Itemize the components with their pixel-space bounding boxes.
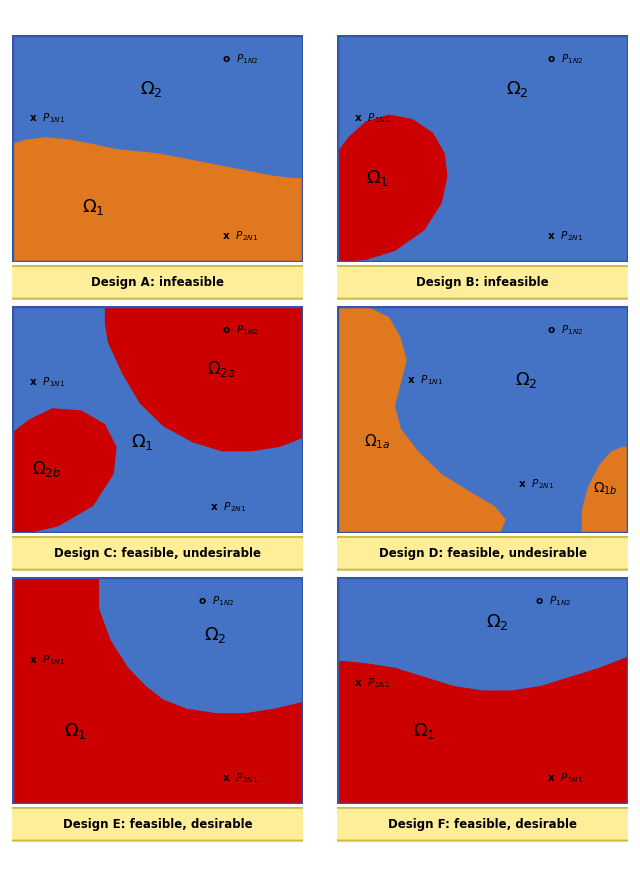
Text: x  $P_{2N1}$: x $P_{2N1}$: [518, 478, 554, 491]
Text: o  $P_{1N2}$: o $P_{1N2}$: [221, 52, 258, 66]
Text: x  $P_{2N1}$: x $P_{2N1}$: [221, 772, 258, 785]
Text: Design E: feasible, desirable: Design E: feasible, desirable: [63, 818, 252, 830]
FancyBboxPatch shape: [8, 808, 307, 841]
Text: x  $P_{1N1}$: x $P_{1N1}$: [354, 111, 390, 125]
Text: x  $P_{1N1}$: x $P_{1N1}$: [29, 111, 65, 125]
FancyBboxPatch shape: [333, 808, 632, 841]
FancyBboxPatch shape: [333, 537, 632, 570]
Text: x  $P_{1N1}$: x $P_{1N1}$: [29, 376, 65, 389]
Text: $\Omega_{2b}$: $\Omega_{2b}$: [32, 459, 61, 479]
Polygon shape: [337, 306, 506, 533]
Text: o  $P_{1N2}$: o $P_{1N2}$: [221, 323, 258, 337]
Text: x  $P_{1N1}$: x $P_{1N1}$: [354, 676, 390, 690]
Text: $\Omega_1$: $\Omega_1$: [65, 721, 87, 741]
Polygon shape: [99, 577, 303, 713]
Text: Design B: infeasible: Design B: infeasible: [416, 276, 549, 288]
Text: $\Omega_1$: $\Omega_1$: [366, 168, 389, 188]
Text: x  $P_{2N1}$: x $P_{2N1}$: [547, 772, 583, 785]
FancyBboxPatch shape: [8, 266, 307, 299]
Text: $\Omega_{1a}$: $\Omega_{1a}$: [364, 433, 390, 452]
FancyBboxPatch shape: [333, 266, 632, 299]
Text: x  $P_{1N1}$: x $P_{1N1}$: [29, 653, 65, 667]
Text: $\Omega_1$: $\Omega_1$: [413, 721, 436, 741]
Text: o  $P_{1N2}$: o $P_{1N2}$: [198, 594, 235, 608]
Text: x  $P_{2N1}$: x $P_{2N1}$: [547, 230, 583, 243]
Polygon shape: [582, 447, 628, 533]
Text: $\Omega_1$: $\Omega_1$: [131, 432, 154, 452]
Text: $\Omega_{2a}$: $\Omega_{2a}$: [207, 359, 236, 379]
Text: Design A: infeasible: Design A: infeasible: [91, 276, 224, 288]
Polygon shape: [337, 114, 447, 262]
Text: Design F: feasible, desirable: Design F: feasible, desirable: [388, 818, 577, 830]
Text: $\Omega_{1b}$: $\Omega_{1b}$: [593, 480, 618, 496]
Text: $\Omega_2$: $\Omega_2$: [140, 79, 163, 99]
Polygon shape: [105, 306, 303, 451]
Text: o  $P_{1N2}$: o $P_{1N2}$: [547, 323, 583, 337]
Text: o  $P_{1N2}$: o $P_{1N2}$: [535, 594, 572, 608]
Polygon shape: [12, 408, 116, 533]
Text: $\Omega_2$: $\Omega_2$: [486, 612, 509, 632]
Text: o  $P_{1N2}$: o $P_{1N2}$: [547, 52, 583, 66]
FancyBboxPatch shape: [8, 537, 307, 570]
Text: Design D: feasible, undesirable: Design D: feasible, undesirable: [379, 547, 586, 559]
Polygon shape: [337, 577, 628, 690]
Text: Design C: feasible, undesirable: Design C: feasible, undesirable: [54, 547, 261, 559]
Text: $\Omega_2$: $\Omega_2$: [515, 371, 538, 391]
Text: x  $P_{2N1}$: x $P_{2N1}$: [210, 501, 246, 514]
Text: $\Omega_2$: $\Omega_2$: [204, 626, 227, 646]
Polygon shape: [12, 137, 303, 262]
Text: x  $P_{2N1}$: x $P_{2N1}$: [221, 230, 258, 243]
Text: x  $P_{1N1}$: x $P_{1N1}$: [406, 373, 443, 387]
Text: $\Omega_2$: $\Omega_2$: [506, 79, 529, 99]
Text: $\Omega_1$: $\Omega_1$: [82, 198, 104, 218]
